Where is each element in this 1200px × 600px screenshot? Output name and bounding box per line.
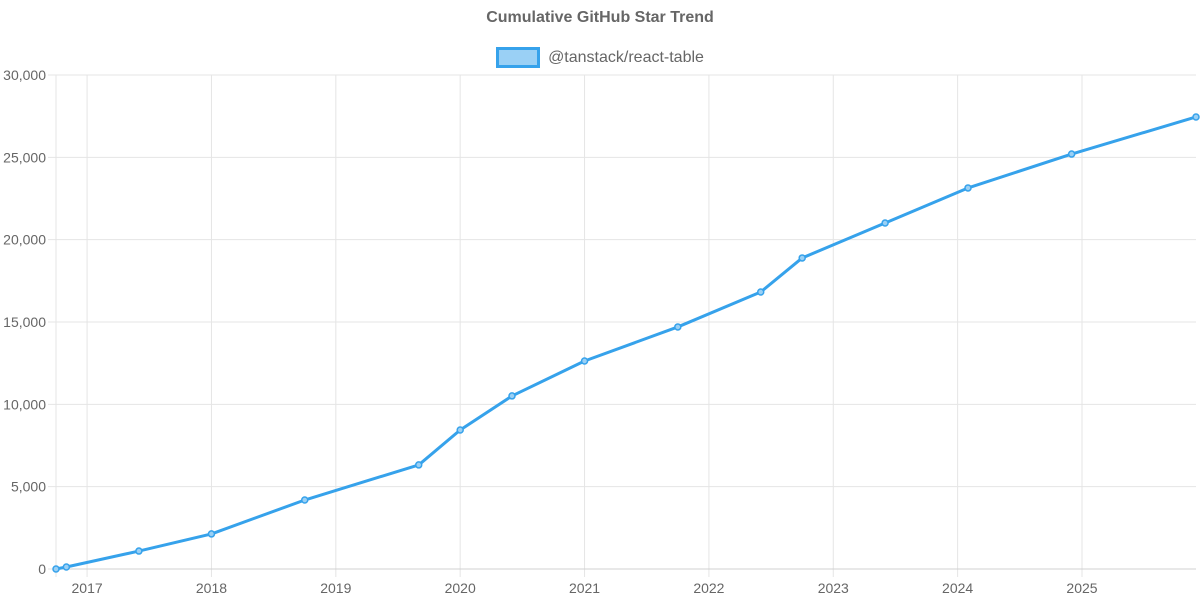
series-line [55,115,1197,571]
legend-swatch[interactable] [496,47,541,68]
chart-title: Cumulative GitHub Star Trend [486,9,714,26]
y-tick-label: 10,000 [3,396,46,412]
data-point[interactable] [756,288,765,296]
y-tick-label: 20,000 [3,232,46,248]
x-tick-label: 2017 [72,580,103,596]
y-axis: 0 5,000 10,000 15,000 20,000 25,000 30,000 [3,67,46,577]
y-tick-label: 30,000 [3,67,46,83]
data-point[interactable] [1067,150,1076,158]
x-axis: 2017 2018 2019 2020 2021 2022 2023 2024 2025 [72,580,1098,596]
y-tick-label: 5,000 [11,479,46,495]
data-point[interactable] [52,565,60,573]
data-point[interactable] [207,530,216,538]
y-tick-label: 0 [38,561,46,577]
grid-lines [48,74,1196,577]
data-point[interactable] [580,357,589,365]
x-tick-label: 2021 [569,580,600,596]
data-point[interactable] [798,254,806,262]
data-point[interactable] [1192,113,1200,121]
legend: @tanstack/react-table [0,47,1200,68]
x-tick-label: 2022 [693,580,724,596]
data-point[interactable] [414,461,423,469]
data-point[interactable] [456,426,464,434]
x-tick-label: 2020 [445,580,476,596]
data-point[interactable] [508,392,516,400]
data-point[interactable] [135,547,143,555]
data-series [52,113,1200,573]
data-point[interactable] [674,323,682,331]
y-tick-label: 25,000 [3,149,46,165]
x-tick-label: 2018 [196,580,227,596]
x-tick-label: 2025 [1066,580,1097,596]
legend-label[interactable]: @tanstack/react-table [548,48,704,66]
data-point[interactable] [62,563,71,571]
data-point[interactable] [881,219,889,227]
x-tick-label: 2024 [942,580,973,596]
data-point[interactable] [964,184,972,192]
data-point[interactable] [300,496,309,504]
x-tick-label: 2023 [818,580,849,596]
x-tick-label: 2019 [320,580,351,596]
y-tick-label: 15,000 [3,314,46,330]
